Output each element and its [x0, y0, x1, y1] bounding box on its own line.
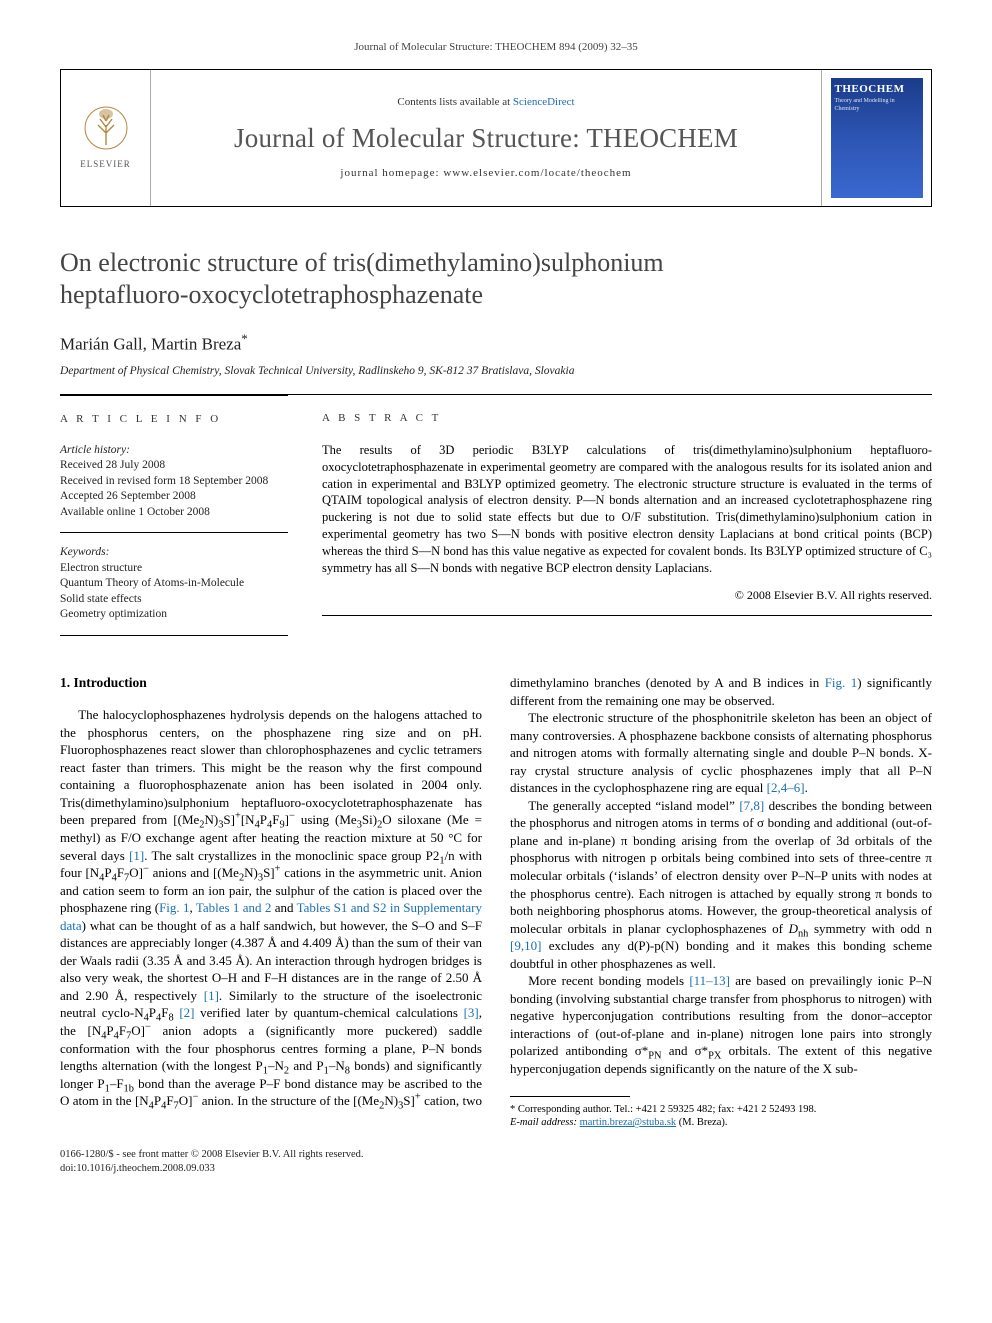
fig-link[interactable]: Fig. 1	[159, 900, 189, 915]
publisher-logo-cell: ELSEVIER	[61, 70, 151, 206]
ref-link[interactable]: [11–13]	[689, 973, 730, 988]
ref-link[interactable]: [2,4–6]	[767, 780, 805, 795]
abstract-column: A B S T R A C T The results of 3D period…	[322, 411, 932, 648]
cover-title: THEOCHEM	[835, 82, 919, 97]
masthead-center: Contents lists available at ScienceDirec…	[151, 70, 821, 206]
article-body: 1. Introduction The halocyclophosphazene…	[60, 674, 932, 1130]
keyword: Geometry optimization	[60, 607, 288, 623]
elsevier-tree-icon	[83, 105, 129, 151]
info-abstract-row: A R T I C L E I N F O Article history: R…	[60, 394, 932, 648]
sciencedirect-link[interactable]: ScienceDirect	[513, 96, 575, 108]
cover-cell: THEOCHEM Theory and Modelling in Chemist…	[821, 70, 931, 206]
ref-link[interactable]: [2]	[179, 1005, 194, 1020]
supp-link[interactable]: Tables S1 and S2 in Supplementary data	[60, 900, 482, 933]
body-paragraph: The electronic structure of the phosphon…	[510, 709, 932, 797]
contents-available-line: Contents lists available at ScienceDirec…	[397, 95, 574, 110]
affiliation: Department of Physical Chemistry, Slovak…	[60, 364, 932, 380]
footnote-email-who: (M. Breza).	[679, 1117, 728, 1128]
journal-cover-thumb: THEOCHEM Theory and Modelling in Chemist…	[831, 78, 923, 198]
keyword: Solid state effects	[60, 592, 288, 608]
page-footer: 0166-1280/$ - see front matter © 2008 El…	[60, 1148, 932, 1176]
article-title: On electronic structure of tris(dimethyl…	[60, 247, 932, 312]
ref-link[interactable]: [3]	[464, 1005, 479, 1020]
footer-doi: doi:10.1016/j.theochem.2008.09.033	[60, 1162, 932, 1176]
keywords-hdr: Keywords:	[60, 545, 288, 561]
history-accepted: Accepted 26 September 2008	[60, 489, 288, 505]
article-title-line2: heptafluoro-oxocyclotetraphosphazenate	[60, 280, 483, 309]
cover-subtitle: Theory and Modelling in Chemistry	[835, 97, 919, 113]
corresponding-mark: *	[241, 331, 248, 346]
keywords-block: Keywords: Electron structure Quantum The…	[60, 545, 288, 636]
running-head: Journal of Molecular Structure: THEOCHEM…	[60, 40, 932, 55]
body-paragraph: The generally accepted “island model” [7…	[510, 797, 932, 972]
homepage-prefix: journal homepage:	[340, 167, 443, 179]
section-heading-introduction: 1. Introduction	[60, 674, 482, 692]
keyword: Quantum Theory of Atoms-in-Molecule	[60, 576, 288, 592]
abstract-text: The results of 3D periodic B3LYP calcula…	[322, 442, 932, 577]
contents-prefix: Contents lists available at	[397, 96, 512, 108]
corresponding-footnote: * Corresponding author. Tel.: +421 2 593…	[510, 1103, 932, 1130]
history-received: Received 28 July 2008	[60, 458, 288, 474]
footnote-separator	[510, 1096, 630, 1097]
history-online: Available online 1 October 2008	[60, 505, 288, 521]
article-title-line1: On electronic structure of tris(dimethyl…	[60, 248, 664, 277]
body-paragraph: More recent bonding models [11–13] are b…	[510, 972, 932, 1077]
abstract-bottom-rule	[322, 615, 932, 616]
footnote-corr: * Corresponding author. Tel.: +421 2 593…	[510, 1103, 932, 1117]
elsevier-logo: ELSEVIER	[80, 105, 131, 170]
footnote-email-link[interactable]: martin.breza@stuba.sk	[580, 1117, 677, 1128]
history-hdr: Article history:	[60, 443, 288, 459]
history-revised: Received in revised form 18 September 20…	[60, 474, 288, 490]
fig-link[interactable]: Fig. 1	[825, 675, 858, 690]
footnote-email-label: E-mail address:	[510, 1117, 577, 1128]
article-info-label: A R T I C L E I N F O	[60, 412, 288, 427]
journal-homepage-line: journal homepage: www.elsevier.com/locat…	[340, 166, 631, 181]
ref-link[interactable]: [1]	[204, 988, 219, 1003]
article-info-column: A R T I C L E I N F O Article history: R…	[60, 395, 288, 648]
authors: Marián Gall, Martin Breza*	[60, 330, 932, 357]
ref-link[interactable]: [9,10]	[510, 938, 541, 953]
footer-copyright: 0166-1280/$ - see front matter © 2008 El…	[60, 1148, 932, 1162]
journal-name: Journal of Molecular Structure: THEOCHEM	[234, 120, 738, 156]
author-names: Marián Gall, Martin Breza	[60, 335, 241, 354]
ref-link[interactable]: [1]	[129, 848, 144, 863]
abstract-label: A B S T R A C T	[322, 411, 932, 426]
tables-link[interactable]: Tables 1 and 2	[196, 900, 272, 915]
publisher-label: ELSEVIER	[80, 158, 131, 170]
keyword: Electron structure	[60, 561, 288, 577]
homepage-url: www.elsevier.com/locate/theochem	[443, 167, 631, 179]
article-history-block: Article history: Received 28 July 2008 R…	[60, 443, 288, 534]
journal-masthead: ELSEVIER Contents lists available at Sci…	[60, 69, 932, 207]
abstract-copyright: © 2008 Elsevier B.V. All rights reserved…	[322, 587, 932, 603]
ref-link[interactable]: [7,8]	[739, 798, 764, 813]
